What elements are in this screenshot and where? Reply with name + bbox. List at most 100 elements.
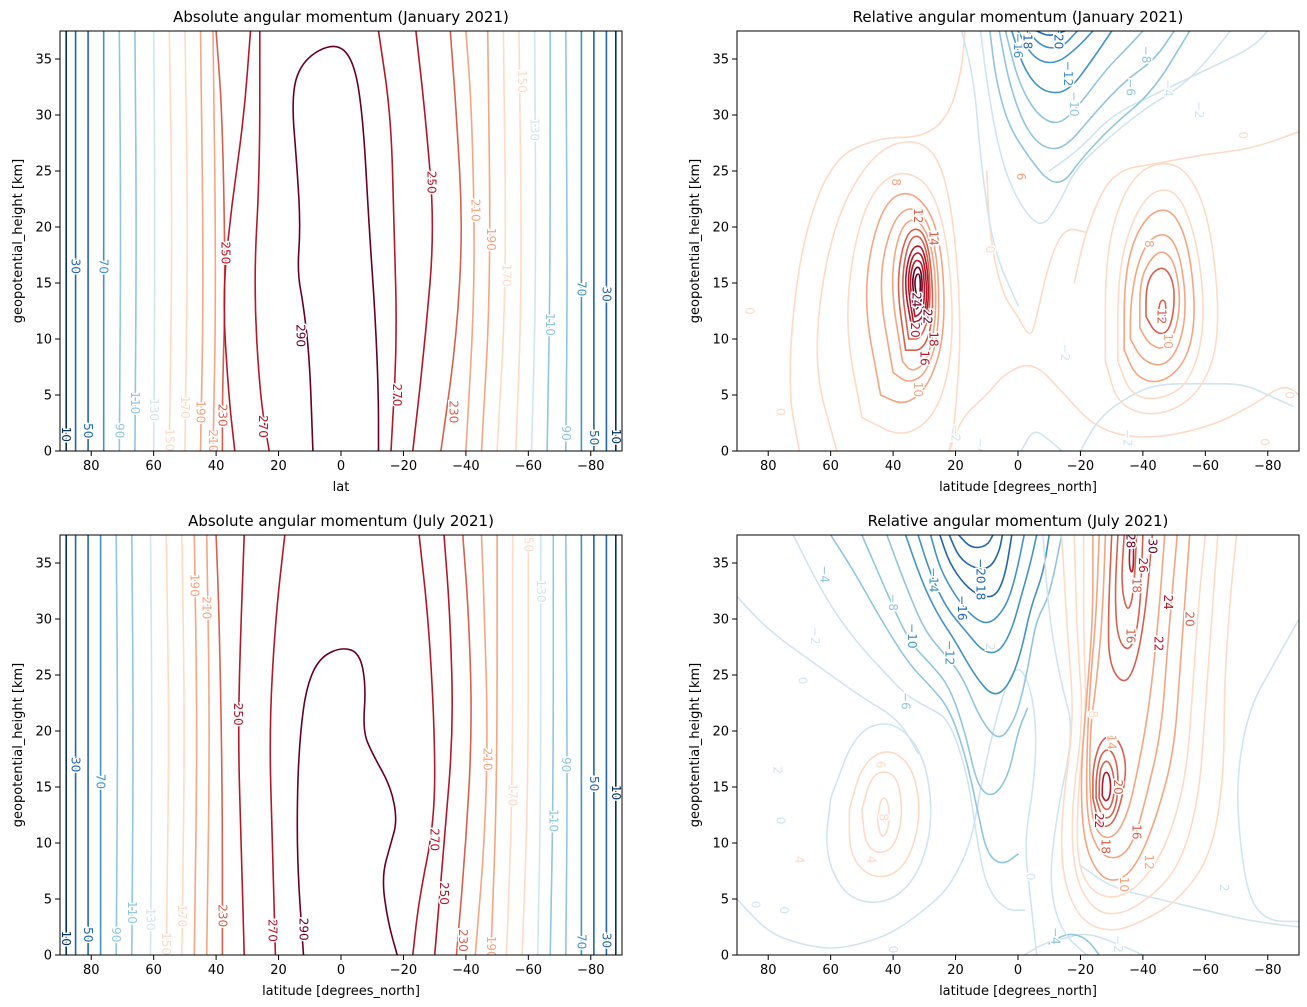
x-tick-label: −60	[1192, 963, 1219, 978]
contour-label: 110	[546, 809, 560, 832]
contour-line	[948, 535, 1004, 570]
contour-label: 18	[927, 331, 941, 346]
contour-label: 2	[771, 766, 785, 774]
contour-line	[1107, 535, 1154, 682]
y-tick-label: 5	[44, 389, 52, 404]
contour-line	[911, 266, 923, 310]
contour-line	[530, 31, 537, 451]
contour-line	[269, 535, 286, 955]
y-axis-label: geopotential_height [km]	[11, 663, 26, 827]
contour-line	[1089, 535, 1166, 839]
y-tick-label: 30	[35, 109, 52, 124]
y-tick-label: 10	[35, 333, 52, 348]
x-tick-label: 40	[885, 963, 902, 978]
panel-title: Relative angular momentum (July 2021)	[868, 512, 1169, 530]
contour-label: 150	[159, 932, 173, 955]
x-tick-label: −60	[515, 963, 542, 978]
y-axis: 0 5 10 15 20 25 30 35	[35, 53, 60, 460]
contour-line	[1020, 431, 1063, 451]
contour-line	[1080, 535, 1191, 881]
y-tick-label: 20	[35, 221, 52, 236]
x-tick-label: 60	[822, 963, 839, 978]
contour-line	[181, 535, 185, 955]
contour-label: 130	[144, 908, 158, 931]
y-tick-label: 30	[712, 613, 729, 628]
y-tick-label: 35	[35, 557, 52, 572]
x-tick-label: −80	[577, 963, 604, 978]
contour-label: 16	[917, 350, 931, 365]
contour-label: 4	[792, 856, 806, 864]
x-tick-label: −20	[390, 963, 417, 978]
contour-label: 70	[97, 259, 111, 274]
contour-line	[902, 235, 931, 340]
contour-label: 210	[468, 199, 482, 222]
contour-label: 90	[112, 423, 126, 438]
x-tick-label: 20	[947, 963, 964, 978]
contour-line	[254, 31, 270, 451]
contour-line	[826, 723, 932, 904]
x-axis: 80 60 40 20 0 −20 −40 −60 −80	[83, 451, 604, 474]
contour-line	[565, 31, 568, 451]
contour-label: 12	[911, 208, 925, 223]
contour-line	[505, 535, 514, 955]
y-tick-label: 0	[44, 445, 52, 460]
contour-label: 30	[599, 933, 613, 948]
contour-line	[1104, 162, 1219, 415]
contour-line	[1079, 864, 1299, 928]
contour-line	[907, 252, 928, 323]
panel-title: Relative angular momentum (January 2021)	[853, 8, 1184, 26]
x-tick-label: 0	[337, 459, 345, 474]
x-tick-label: 60	[822, 459, 839, 474]
contour-line	[792, 535, 1025, 911]
x-tick-label: 80	[760, 459, 777, 474]
contour-line	[1048, 933, 1100, 955]
contour-line	[861, 771, 903, 854]
y-tick-label: 30	[712, 109, 729, 124]
contour-line	[961, 31, 1019, 307]
contour-label: 290	[293, 324, 307, 347]
contour-label: −18	[973, 575, 987, 600]
contour-label: 22	[921, 309, 935, 324]
contour-label: −4	[973, 438, 987, 456]
x-tick-label: 20	[947, 459, 964, 474]
contour-label: 50	[587, 430, 601, 445]
contour-line	[1026, 31, 1079, 49]
contour-line	[1035, 31, 1066, 36]
contour-label: 110	[125, 901, 139, 924]
contour-line	[1042, 535, 1088, 955]
y-tick-label: 25	[712, 669, 729, 684]
contour-label: −6	[899, 692, 913, 710]
x-tick-label: −20	[1067, 963, 1094, 978]
contour-label: 2	[983, 643, 997, 651]
contour-line	[215, 31, 226, 451]
contour-line	[455, 535, 472, 955]
contour-label: 10	[59, 427, 73, 442]
y-tick-label: 20	[712, 221, 729, 236]
contour-line	[989, 31, 1191, 183]
contour-line	[292, 45, 380, 451]
contour-line	[876, 797, 890, 837]
contour-line	[1128, 535, 1135, 573]
x-tick-label: −20	[1067, 459, 1094, 474]
contour-label: 6	[874, 761, 888, 769]
contour-label: 110	[128, 391, 142, 414]
contour-line	[1145, 267, 1175, 335]
contour-line	[377, 31, 397, 451]
panel-title: Absolute angular momentum (January 2021)	[173, 8, 509, 26]
contour-line	[1139, 251, 1181, 349]
contour-label: −20	[973, 558, 987, 583]
x-tick-label: −40	[1129, 963, 1156, 978]
y-tick-label: 35	[712, 557, 729, 572]
contour-label: 20	[1183, 611, 1197, 626]
contour-line	[1004, 31, 1144, 124]
contour-line	[914, 273, 922, 302]
contour-line	[1060, 535, 1238, 931]
contour-label: 26	[1136, 558, 1150, 573]
contour-label: 8	[1142, 240, 1156, 248]
contour-label: −2	[949, 424, 963, 442]
contour-label: 90	[109, 927, 123, 942]
contour-label: 70	[94, 774, 108, 789]
panel-title: Absolute angular momentum (July 2021)	[188, 512, 494, 530]
